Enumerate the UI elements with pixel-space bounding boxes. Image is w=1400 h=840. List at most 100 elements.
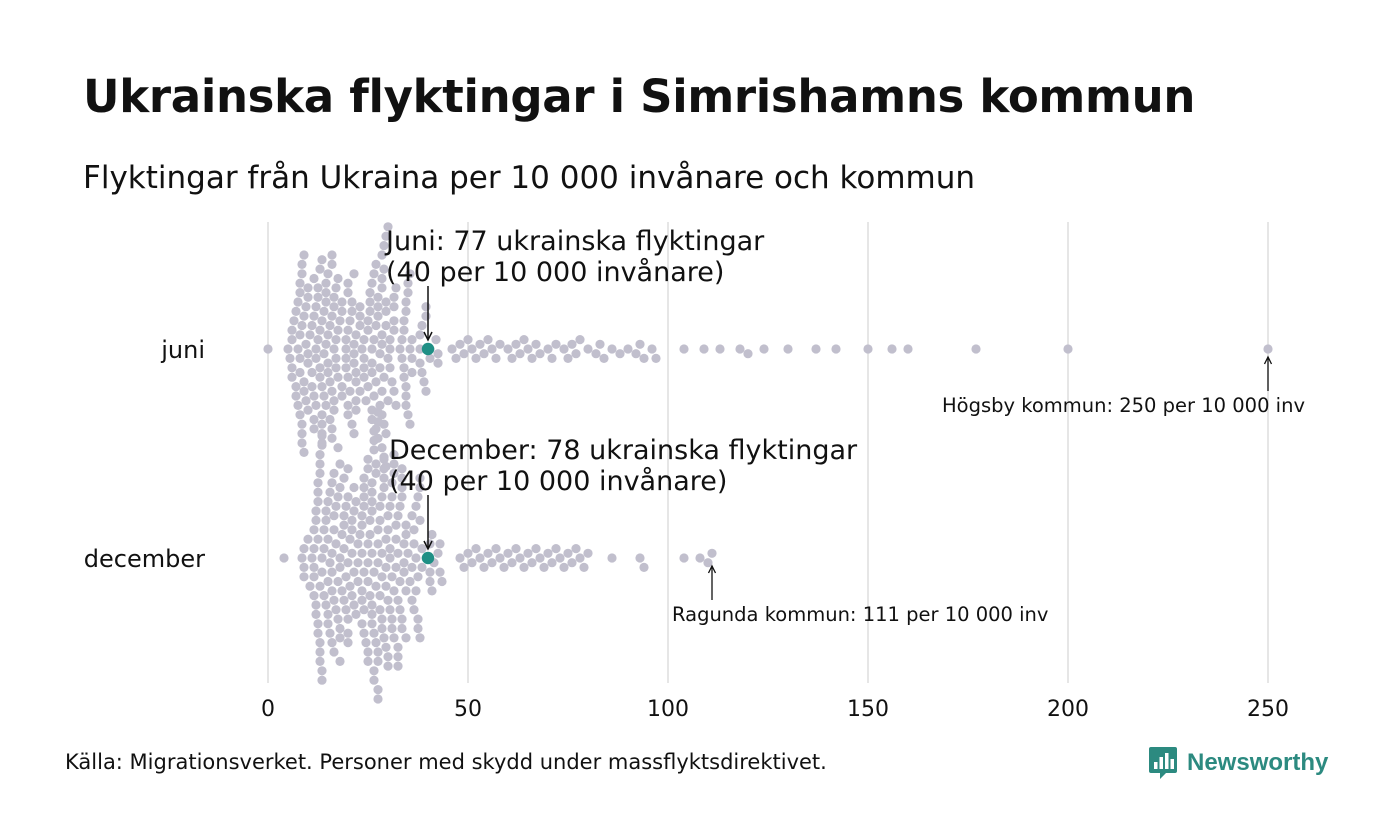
data-point [339,520,349,530]
data-point [333,273,343,284]
data-point [375,400,385,410]
data-point [303,349,313,359]
data-point [287,335,297,345]
data-point [315,459,325,469]
data-point [421,302,431,312]
data-point [351,330,361,340]
data-point [387,492,397,502]
data-point [315,264,325,274]
data-point [309,562,319,573]
data-point [309,572,319,582]
data-point [333,576,343,587]
data-point [303,358,313,368]
data-point [375,363,385,373]
x-tick-label: 150 [847,697,889,722]
data-point [321,600,331,610]
data-point [339,595,349,605]
data-point [401,306,411,316]
data-point [415,633,425,643]
data-point [321,278,331,288]
data-point [351,497,361,507]
data-point [373,302,383,312]
category-label: december [84,545,205,573]
highlight-label: Juni: 77 ukrainska flyktingar [384,226,765,257]
data-point [395,344,405,354]
data-point [361,638,371,648]
data-point [389,586,399,596]
data-point [377,273,387,284]
data-point [291,306,301,316]
data-point [363,316,373,326]
data-point [363,325,373,335]
data-point [309,525,319,535]
data-point [371,320,381,331]
data-point [317,431,327,441]
data-point [377,614,387,624]
data-point [377,623,387,634]
data-point [311,400,321,410]
data-point [379,241,389,251]
data-point [397,464,407,474]
data-point [391,400,401,410]
data-point [295,288,305,298]
data-point [315,450,325,460]
data-point [339,511,349,521]
data-point [297,429,307,439]
data-point [407,353,417,363]
data-point [293,344,303,354]
data-point [317,382,327,392]
brand-logo[interactable]: Newsworthy [1148,745,1328,781]
data-point [783,344,793,354]
data-point [293,400,303,410]
highlight-sublabel: (40 per 10 000 invånare) [389,466,727,497]
data-point [373,292,383,302]
data-point [369,666,379,676]
data-point [311,515,321,526]
data-point [351,367,361,378]
data-point [359,372,369,382]
data-point [303,292,313,302]
data-point [401,400,411,410]
data-point [571,544,581,554]
data-point [491,544,501,554]
data-point [393,642,403,652]
data-point [347,306,357,316]
data-point [335,316,345,326]
data-point [289,316,299,326]
data-point [343,400,353,410]
data-point [547,558,557,568]
chart-title: Ukrainska flyktingar i Simrishamns kommu… [83,70,1196,123]
data-point [431,335,441,345]
data-point [399,558,409,568]
data-point [399,363,409,373]
data-point [351,396,361,406]
highlight-point [421,551,435,565]
data-point [583,344,593,354]
data-point [707,548,717,558]
data-point [393,661,403,671]
data-point [303,405,313,415]
data-point [365,529,375,540]
data-point [315,325,325,335]
data-point [287,325,297,335]
data-point [331,363,341,373]
data-point [315,363,325,373]
data-point [539,562,549,573]
data-point [385,544,395,554]
data-point [407,511,417,521]
data-point [323,358,333,368]
data-point [313,292,323,302]
data-point [337,297,347,307]
data-point [403,548,413,558]
data-point [699,344,709,354]
data-point [357,344,367,354]
data-point [377,386,387,396]
data-point [337,529,347,540]
data-point [1063,344,1073,354]
data-point [309,273,319,284]
data-point [433,349,443,359]
data-point [341,353,351,363]
data-point [333,614,343,624]
data-point [397,482,407,493]
